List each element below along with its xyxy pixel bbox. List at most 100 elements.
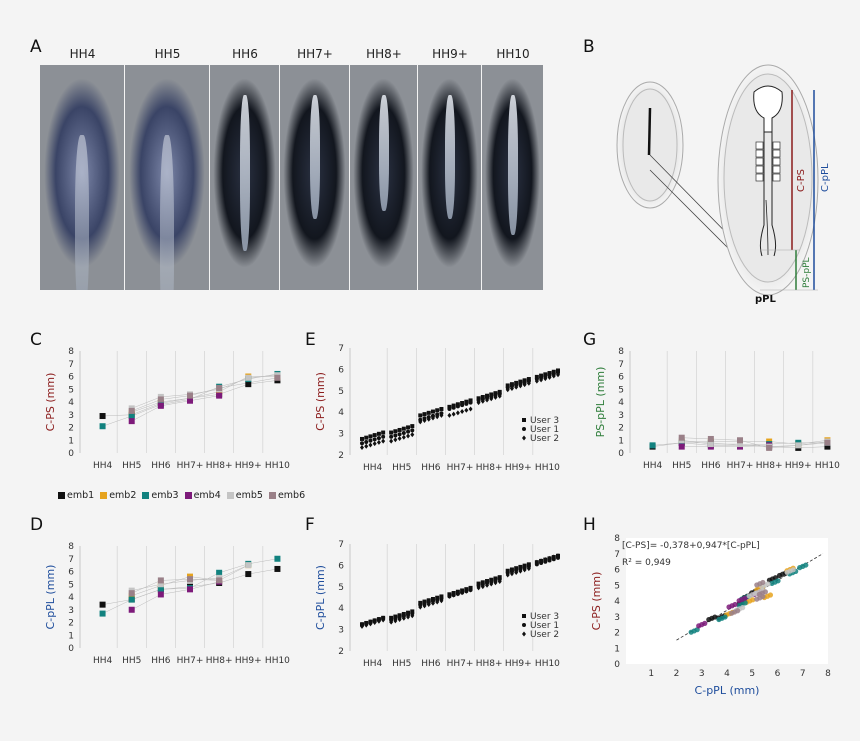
data-point-user-3 (401, 611, 406, 616)
y-axis-label: C-pPL (mm) (44, 565, 57, 630)
data-point-user-3 (410, 424, 415, 429)
x-tick-label: HH5 (672, 461, 691, 471)
legend-marker (522, 418, 526, 422)
data-point-user-2 (439, 412, 444, 418)
legend-label-user-1: User 1 (530, 425, 559, 435)
stage-label-hh4: HH4 (69, 47, 96, 61)
data-point-user-2 (556, 553, 560, 559)
panel-letter-c: C (30, 330, 42, 350)
x-tick-label: HH7+ (447, 463, 474, 473)
data-point-user-3 (547, 371, 552, 376)
x-tick-label: HH5 (122, 656, 141, 666)
data-point-user-2 (551, 554, 556, 560)
legend-label-user-3: User 3 (530, 416, 559, 426)
stage-label-hh9plus: HH9+ (432, 47, 468, 61)
y-tick-label: 4 (338, 604, 344, 614)
y-tick-label: 5 (338, 583, 344, 593)
data-point-user-2 (526, 566, 531, 572)
x-tick-label: HH9+ (505, 463, 532, 473)
label-c-ps: C-PS (796, 169, 807, 192)
embryo-photo-hh9plus (418, 65, 481, 290)
data-point-user-2 (435, 599, 440, 605)
legend-label: emb1 (67, 490, 95, 501)
data-point-user-2 (447, 412, 452, 418)
data-point-user-1 (401, 430, 406, 435)
data-point-user-2 (518, 383, 523, 389)
x-tick-label: HH7+ (177, 461, 204, 471)
panel-letter-g: G (583, 330, 597, 350)
y-tick-label: 1 (618, 436, 624, 446)
x-tick-label: HH4 (93, 656, 113, 666)
x-tick-label: HH8+ (206, 656, 233, 666)
data-point-emb3 (274, 555, 281, 562)
x-tick-label: HH10 (265, 656, 290, 666)
data-point-emb6 (128, 407, 135, 414)
legend-label: emb4 (193, 490, 221, 501)
scatter-point-emb4 (732, 601, 738, 608)
data-point-emb6 (274, 374, 281, 381)
panel-letter-f: F (305, 515, 315, 535)
embryo-head-outline (753, 85, 783, 133)
data-point-user-2 (509, 385, 514, 391)
data-point-user-2 (430, 600, 435, 606)
data-point-user-2 (439, 598, 444, 604)
data-point-user-3 (509, 382, 514, 387)
scatter-point-emb4 (742, 595, 748, 601)
r-squared: R² = 0,949 (622, 558, 671, 568)
data-point-user-2 (547, 374, 552, 380)
panel-letter-a: A (30, 37, 42, 57)
y-tick-label: 6 (618, 373, 624, 383)
data-point-user-2 (489, 581, 494, 587)
stage-label-hh6: HH6 (232, 47, 258, 61)
data-point-emb6 (216, 384, 223, 391)
data-point-user-3 (514, 380, 519, 385)
y-tick-label: 0 (614, 660, 620, 670)
data-point-user-3 (534, 374, 539, 379)
data-point-user-2 (397, 436, 402, 442)
x-tick-label: HH9+ (785, 461, 812, 471)
small-embryo-streak (647, 107, 652, 156)
data-point-user-1 (468, 400, 473, 405)
y-tick-label: 1 (68, 631, 74, 641)
y-tick-label: 6 (68, 568, 74, 578)
data-point-emb1 (824, 443, 831, 450)
x-tick-label: HH6 (421, 659, 441, 669)
y-tick-label: 4 (614, 597, 620, 607)
data-point-emb1 (99, 413, 106, 420)
data-point-emb3 (128, 596, 135, 603)
data-point-emb6 (216, 577, 223, 584)
data-point-user-3 (480, 395, 485, 400)
x-tick-label: HH7+ (177, 656, 204, 666)
data-point-user-2 (368, 621, 373, 627)
data-point-emb1 (245, 381, 252, 388)
chart-c-ps-embryos: 0 1 2 3 4 5 6 7 8 HH4 HH5 HH6 HH7+ HH8+ HH9+ HH10 C-PS (… (44, 347, 290, 471)
x-tick-label: 2 (674, 669, 680, 679)
y-tick-label: 3 (338, 430, 344, 440)
y-tick-label: 3 (614, 613, 620, 623)
panel-letter-e: E (305, 330, 316, 350)
y-tick-label: 3 (618, 411, 624, 421)
y-tick-label: 4 (618, 398, 624, 408)
data-point-user-3 (551, 369, 556, 374)
data-point-user-3 (435, 408, 440, 413)
data-point-user-2 (364, 443, 369, 449)
y-tick-label: 4 (68, 398, 74, 408)
y-tick-label: 5 (618, 385, 624, 395)
data-point-user-3 (430, 596, 435, 601)
data-point-user-3 (422, 412, 427, 417)
stage-label-hh7plus: HH7+ (297, 47, 333, 61)
data-point-user-3 (426, 598, 431, 603)
data-point-user-1 (455, 404, 460, 409)
data-point-emb4 (678, 443, 685, 450)
y-tick-label: 2 (338, 647, 344, 657)
label-c-ppl: C-pPL (820, 163, 831, 192)
data-point-emb4 (157, 402, 164, 409)
x-tick-label: 4 (724, 669, 730, 679)
data-point-emb1 (245, 571, 252, 578)
x-tick-label: HH8+ (476, 463, 503, 473)
y-tick-label: 1 (614, 644, 620, 654)
legend-swatch (226, 492, 234, 499)
panel-letter-b: B (583, 37, 595, 57)
chart-ps-ppl-embryos: 0 1 2 3 4 5 6 7 8 HH4 HH5 HH6 HH7+ HH8+ HH9+ HH10 PS-pPL… (594, 347, 840, 471)
data-point-user-2 (372, 441, 377, 447)
